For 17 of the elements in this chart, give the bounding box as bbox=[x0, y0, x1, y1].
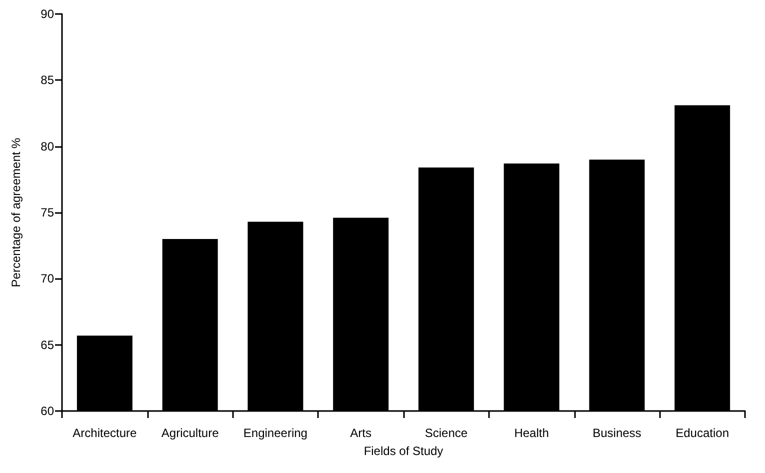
y-tick-label: 60 bbox=[40, 404, 54, 418]
y-tick-label: 80 bbox=[40, 139, 54, 154]
x-tick-label: Arts bbox=[350, 426, 372, 440]
y-tick-label: 65 bbox=[40, 338, 54, 352]
y-axis-title: Percentage of agreement % bbox=[9, 137, 23, 288]
x-tick-label: Science bbox=[424, 426, 468, 440]
x-tick-label: Education bbox=[676, 426, 729, 440]
x-tick-label: Business bbox=[592, 426, 642, 440]
y-tick-label: 75 bbox=[40, 206, 54, 220]
y-tick-label: 85 bbox=[40, 73, 54, 88]
x-axis-title: Fields of Study bbox=[364, 444, 444, 458]
x-tick-label: Agriculture bbox=[161, 426, 220, 440]
x-tick-label: Health bbox=[514, 426, 549, 440]
x-tick-label: Architecture bbox=[72, 426, 138, 440]
x-tick-label: Engineering bbox=[243, 426, 308, 440]
y-tick-label: 90 bbox=[40, 7, 54, 21]
y-tick-label: 70 bbox=[40, 272, 54, 286]
